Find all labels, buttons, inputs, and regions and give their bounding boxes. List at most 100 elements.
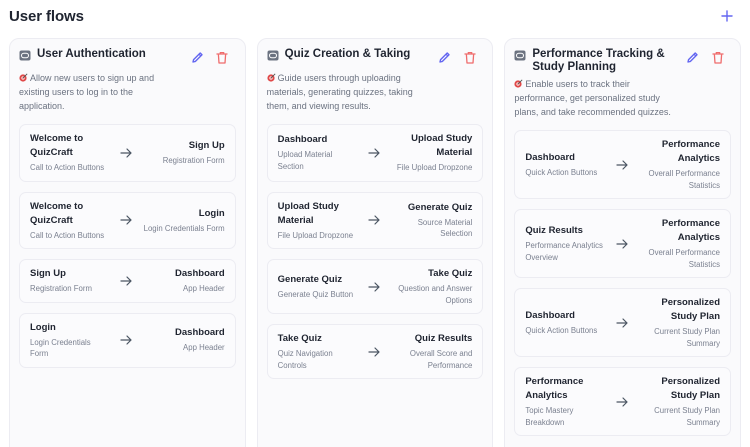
flow-title-wrap: Performance Tracking & Study Planning xyxy=(514,48,686,74)
to-screen: Take Quiz xyxy=(428,268,473,279)
from-screen: Performance Analytics xyxy=(525,376,584,401)
from-screen: Generate Quiz xyxy=(277,273,343,285)
flow-title-wrap: Quiz Creation & Taking xyxy=(267,48,410,61)
to-element: Current Study Plan Summary xyxy=(654,406,720,427)
to-node: Dashboard App Header xyxy=(143,326,225,354)
to-element: Overall Score and Performance xyxy=(409,349,473,370)
arrow-right-icon xyxy=(616,159,628,170)
from-node: Welcome to QuizCraft Call to Action Butt… xyxy=(30,132,110,174)
to-screen: Upload Study Material xyxy=(411,133,473,158)
arrow-right-icon xyxy=(120,215,132,225)
add-flow-button[interactable] xyxy=(718,7,736,25)
flow-card: Performance Tracking & Study Planning En… xyxy=(504,38,742,447)
to-node: Sign Up Registration Form xyxy=(143,139,225,167)
to-node: Take Quiz Question and Answer Options xyxy=(390,267,472,306)
edit-flow-button[interactable] xyxy=(191,51,204,64)
from-screen: Sign Up xyxy=(30,268,66,279)
to-screen: Personalized Study Plan xyxy=(661,297,720,322)
transition-item[interactable]: Upload Study Material File Upload Dropzo… xyxy=(266,191,484,249)
from-node: Generate Quiz Generate Quiz Button xyxy=(278,273,358,301)
flow-actions xyxy=(438,51,476,64)
from-node: Dashboard Upload Material Section xyxy=(278,133,358,172)
delete-flow-button[interactable] xyxy=(216,51,229,64)
to-node: Quiz Results Overall Score and Performan… xyxy=(390,332,472,371)
to-screen: Sign Up xyxy=(188,140,225,151)
transition-item[interactable]: Take Quiz Quiz Navigation Controls Quiz … xyxy=(266,324,484,379)
transition-list: Welcome to QuizCraft Call to Action Butt… xyxy=(19,124,236,368)
delete-flow-button[interactable] xyxy=(711,51,724,64)
from-element: Quiz Navigation Controls xyxy=(277,349,333,370)
transition-list: Dashboard Upload Material Section Upload… xyxy=(266,124,484,379)
from-element: Registration Form xyxy=(30,284,92,293)
flow-title-wrap: User Authentication xyxy=(19,48,146,61)
from-node: Login Login Credentials Form xyxy=(30,321,110,360)
from-screen: Welcome to QuizCraft xyxy=(30,133,84,158)
to-element: Overall Performance Statistics xyxy=(648,248,721,269)
transition-item[interactable]: Dashboard Upload Material Section Upload… xyxy=(266,124,484,182)
arrow-right-icon xyxy=(368,281,380,292)
from-node: Quiz Results Performance Analytics Overv… xyxy=(525,224,605,263)
transition-list: Dashboard Quick Action Buttons Performan… xyxy=(514,130,732,436)
flow-card-header: Performance Tracking & Study Planning xyxy=(514,48,731,74)
to-element: Registration Form xyxy=(162,156,225,165)
transition-item[interactable]: Performance Analytics Topic Mastery Brea… xyxy=(514,367,732,436)
from-node: Dashboard Quick Action Buttons xyxy=(525,151,605,179)
from-element: File Upload Dropzone xyxy=(277,230,354,240)
to-element: Question and Answer Options xyxy=(398,284,473,305)
to-screen: Performance Analytics xyxy=(661,218,720,243)
from-node: Sign Up Registration Form xyxy=(30,267,110,295)
from-node: Upload Study Material File Upload Dropzo… xyxy=(278,200,358,242)
to-screen: Login xyxy=(198,207,225,219)
flow-icon xyxy=(19,50,31,61)
flow-card: Quiz Creation & Taking Guide users throu… xyxy=(256,38,494,447)
to-screen: Dashboard xyxy=(175,268,225,279)
transition-item[interactable]: Dashboard Quick Action Buttons Performan… xyxy=(514,130,732,199)
trash-icon xyxy=(216,52,228,64)
edit-flow-button[interactable] xyxy=(686,51,699,64)
flow-description-text: Allow new users to sign up and existing … xyxy=(19,73,155,111)
from-screen: Dashboard xyxy=(525,309,575,321)
to-element: App Header xyxy=(183,343,225,353)
transition-item[interactable]: Quiz Results Performance Analytics Overv… xyxy=(514,209,732,278)
to-screen: Quiz Results xyxy=(414,333,473,344)
to-screen: Dashboard xyxy=(175,327,225,339)
transition-item[interactable]: Sign Up Registration Form Dashboard App … xyxy=(19,259,236,303)
from-screen: Dashboard xyxy=(525,151,575,163)
to-element: Current Study Plan Summary xyxy=(654,327,720,348)
flow-description: Allow new users to sign up and existing … xyxy=(19,71,179,113)
to-screen: Generate Quiz xyxy=(407,201,473,213)
transition-item[interactable]: Login Login Credentials Form Dashboard A… xyxy=(19,312,236,368)
from-element: Login Credentials Form xyxy=(30,337,91,359)
from-screen: Login xyxy=(30,321,56,333)
flow-description: Guide users through uploading materials,… xyxy=(267,71,427,113)
arrow-right-icon xyxy=(616,396,628,407)
to-screen: Personalized Study Plan xyxy=(661,376,720,401)
from-screen: Take Quiz xyxy=(277,333,322,344)
flow-card-header: Quiz Creation & Taking xyxy=(267,48,484,68)
arrow-right-icon xyxy=(616,238,628,249)
from-element: Quick Action Buttons xyxy=(525,325,598,335)
from-element: Performance Analytics Overview xyxy=(525,241,603,262)
transition-item[interactable]: Generate Quiz Generate Quiz Button Take … xyxy=(266,259,484,314)
transition-item[interactable]: Welcome to QuizCraft Call to Action Butt… xyxy=(19,124,236,182)
target-icon xyxy=(514,79,523,88)
to-node: Upload Study Material File Upload Dropzo… xyxy=(390,132,472,174)
arrow-right-icon xyxy=(120,148,132,158)
transition-item[interactable]: Welcome to QuizCraft Call to Action Butt… xyxy=(19,191,236,249)
to-node: Generate Quiz Source Material Selection xyxy=(390,201,472,240)
edit-flow-button[interactable] xyxy=(438,51,451,64)
arrow-right-icon xyxy=(120,335,132,345)
flow-description-text: Enable users to track their performance,… xyxy=(514,79,671,117)
delete-flow-button[interactable] xyxy=(463,51,476,64)
page-title: User flows xyxy=(9,7,84,25)
from-node: Dashboard Quick Action Buttons xyxy=(525,309,605,337)
flow-description: Enable users to track their performance,… xyxy=(514,77,674,119)
to-element: File Upload Dropzone xyxy=(396,163,473,172)
to-element: Overall Performance Statistics xyxy=(648,169,721,190)
flow-icon xyxy=(267,50,279,61)
from-screen: Welcome to QuizCraft xyxy=(30,200,84,226)
flow-icon xyxy=(514,50,526,61)
from-element: Topic Mastery Breakdown xyxy=(525,406,574,427)
transition-item[interactable]: Dashboard Quick Action Buttons Personali… xyxy=(514,288,732,357)
to-node: Login Login Credentials Form xyxy=(143,207,225,235)
